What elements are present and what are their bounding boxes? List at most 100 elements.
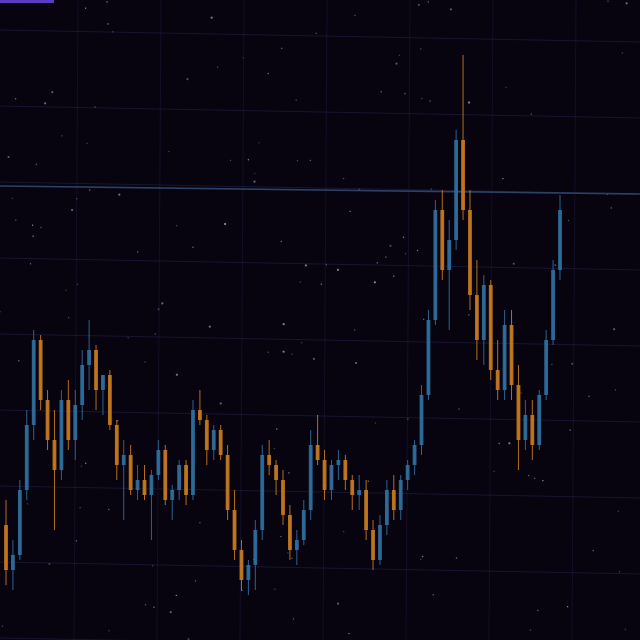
candle: [24, 410, 29, 500]
star: [254, 172, 256, 175]
candle-body: [191, 410, 195, 495]
star: [432, 594, 434, 596]
candle-body: [281, 480, 285, 515]
candle-body: [239, 550, 244, 580]
candle: [558, 195, 562, 280]
candle: [440, 190, 445, 280]
candle-body: [114, 425, 119, 465]
top-tab-indicator[interactable]: [0, 0, 54, 3]
candle-body: [274, 465, 278, 480]
star: [389, 244, 392, 247]
candle-body: [308, 445, 313, 510]
star: [376, 262, 378, 264]
candle-body: [149, 475, 154, 495]
candle-body: [447, 240, 452, 270]
candle-body: [336, 460, 341, 465]
candle-body: [31, 340, 36, 425]
candle-body: [288, 515, 292, 550]
candle: [45, 390, 50, 450]
grid-line-horizontal: [0, 29, 640, 43]
grid-line-horizontal: [0, 485, 640, 499]
candle: [59, 390, 64, 480]
star: [393, 275, 395, 277]
candle: [308, 430, 313, 520]
star: [618, 571, 621, 573]
candle-body: [343, 460, 348, 480]
candle: [488, 280, 493, 380]
star: [493, 470, 495, 472]
candle-body: [52, 440, 57, 470]
candle: [211, 425, 216, 460]
star: [80, 465, 83, 467]
star: [304, 264, 307, 267]
star: [512, 262, 515, 265]
candle-body: [364, 490, 369, 530]
grid-line-horizontal: [0, 409, 640, 423]
candle: [156, 440, 161, 480]
star: [449, 8, 452, 11]
star: [7, 155, 10, 159]
candle-body: [128, 455, 133, 490]
star: [18, 360, 20, 362]
candle-body: [350, 480, 355, 495]
candle: [274, 460, 278, 495]
candle: [551, 260, 555, 345]
star: [373, 281, 376, 284]
candle: [184, 460, 188, 505]
star: [29, 263, 32, 265]
star: [76, 283, 79, 285]
star: [429, 100, 431, 102]
candle: [239, 540, 244, 590]
grid-line-vertical: [405, 0, 411, 640]
candle-body: [142, 480, 147, 495]
candle: [94, 345, 98, 410]
candle: [405, 460, 410, 490]
grid-line-vertical: [73, 0, 79, 640]
star: [502, 177, 504, 180]
star: [336, 602, 340, 605]
candle: [433, 200, 438, 325]
grid-line-horizontal: [0, 105, 640, 119]
candle-body: [516, 385, 521, 440]
candle-body: [101, 375, 105, 390]
star: [176, 225, 178, 227]
star: [274, 588, 276, 590]
candle: [17, 480, 22, 560]
candle: [260, 445, 265, 540]
star: [355, 361, 358, 365]
candle-body: [481, 285, 486, 340]
candle: [398, 475, 403, 520]
candle-body: [433, 210, 438, 320]
star: [1, 625, 4, 627]
candle-body: [495, 370, 500, 390]
candle: [288, 505, 292, 560]
star: [35, 163, 37, 165]
candle: [107, 370, 112, 430]
candle: [253, 520, 258, 590]
candle: [329, 460, 334, 500]
star: [342, 177, 345, 180]
grid-line-horizontal: [0, 561, 640, 575]
star: [569, 429, 571, 431]
star: [276, 428, 278, 430]
star: [625, 2, 628, 5]
candle-body: [45, 400, 50, 440]
star: [216, 66, 219, 68]
candle: [481, 275, 486, 365]
star: [273, 447, 276, 450]
star: [508, 442, 511, 445]
candle: [294, 530, 299, 565]
star: [241, 589, 243, 592]
candle-body: [378, 525, 382, 560]
star: [281, 47, 283, 49]
candle-body: [59, 400, 64, 470]
candle: [204, 415, 209, 465]
candle-body: [156, 450, 161, 475]
candle-body: [523, 415, 528, 440]
candle-body: [426, 320, 431, 395]
star: [468, 314, 470, 316]
star: [65, 289, 67, 291]
candle-body: [551, 270, 555, 340]
star: [210, 16, 213, 19]
star: [385, 256, 387, 258]
